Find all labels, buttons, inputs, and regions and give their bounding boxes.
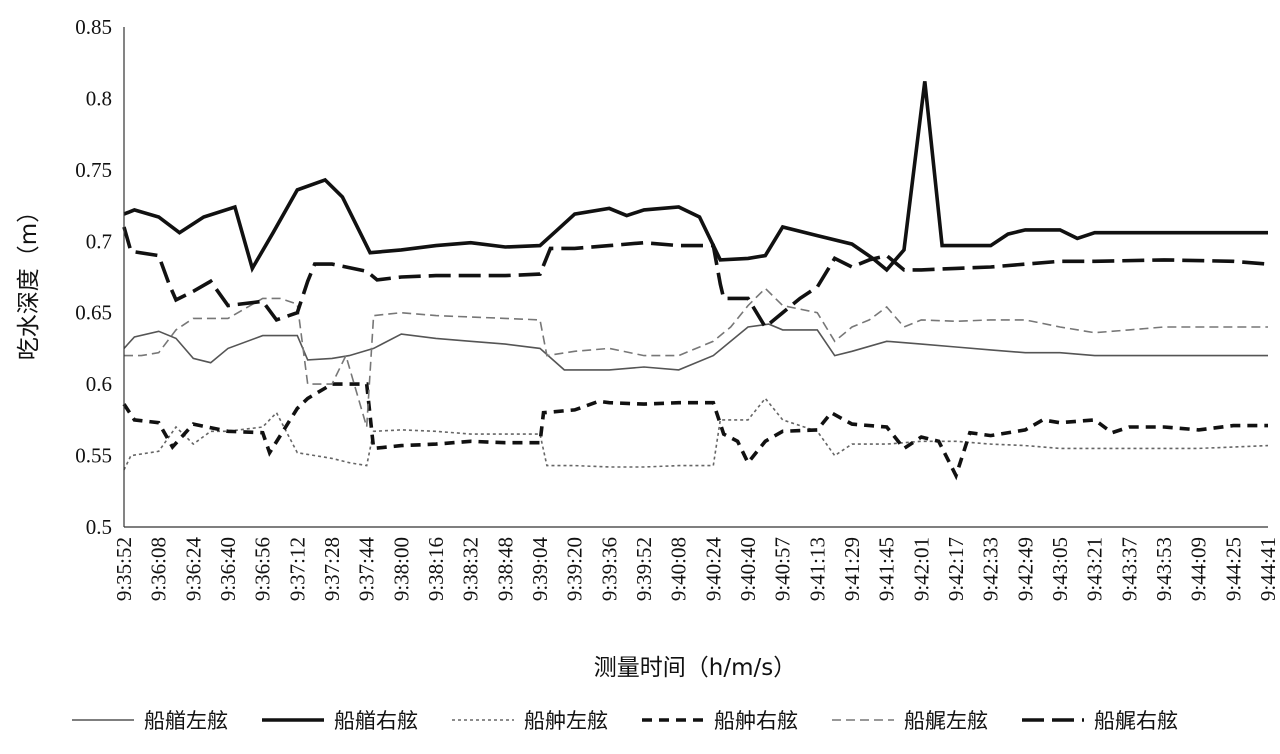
y-tick-label: 0.6 — [86, 372, 112, 396]
legend-label: 船艏右舷 — [334, 709, 418, 733]
series-line-4 — [122, 382, 1268, 481]
x-tick-label: 9:43:05 — [1048, 537, 1072, 601]
legend-label: 船艉左舷 — [904, 709, 988, 733]
x-tick-label: 9:38:16 — [424, 537, 448, 601]
series-line-6 — [122, 226, 1269, 330]
y-tick-label: 0.85 — [75, 15, 112, 39]
x-tick-label: 9:40:57 — [771, 537, 795, 601]
axis-layer — [123, 27, 1268, 528]
y-tick-label: 0.65 — [75, 301, 112, 325]
x-tick-label: 9:38:48 — [493, 537, 517, 601]
x-tick-label: 9:39:36 — [597, 537, 621, 601]
x-tick-label: 9:42:01 — [909, 537, 933, 601]
x-tick-label: 9:40:24 — [701, 537, 725, 602]
x-tick-label: 9:37:12 — [285, 537, 309, 601]
x-tick-labels: 9:35:52 9:36:08 9:36:24 9:36:40 9:36:56 9:37:… — [112, 537, 1280, 602]
legend-label: 船艏左舷 — [144, 709, 228, 733]
x-tick-label: 9:36:40 — [216, 537, 240, 601]
x-tick-label: 9:43:37 — [1117, 537, 1141, 601]
x-tick-label: 9:41:45 — [875, 537, 899, 601]
x-tick-label: 9:36:56 — [251, 537, 275, 601]
x-tick-label: 9:37:28 — [320, 537, 344, 601]
x-tick-label: 9:39:04 — [528, 537, 552, 602]
x-tick-label: 9:36:08 — [147, 537, 171, 601]
x-tick-label: 9:40:08 — [667, 537, 691, 601]
series-line-2 — [123, 81, 1268, 273]
x-tick-label: 9:42:17 — [944, 537, 968, 601]
legend-item: 船艉左舷 — [832, 709, 988, 733]
legend-item: 船艏右舷 — [262, 709, 418, 733]
x-tick-label: 9:37:44 — [355, 537, 379, 602]
series-layer — [122, 81, 1269, 481]
x-tick-label: 9:41:29 — [840, 537, 864, 601]
y-tick-labels: 0.85 0.8 0.75 0.7 0.65 0.6 0.55 0.5 — [75, 15, 112, 539]
legend-label: 船舯右舷 — [714, 709, 798, 733]
x-tick-label: 9:41:13 — [805, 537, 829, 601]
legend-item: 船艉右舷 — [1022, 709, 1178, 733]
x-tick-label: 9:38:00 — [389, 537, 413, 601]
series-line-3 — [123, 397, 1269, 471]
x-tick-label: 9:38:32 — [459, 537, 483, 601]
x-tick-label: 9:44:09 — [1187, 537, 1211, 601]
series-line-5 — [124, 287, 1268, 428]
x-tick-label: 9:42:49 — [1013, 537, 1037, 601]
y-tick-label: 0.7 — [86, 229, 112, 253]
y-tick-label: 0.8 — [86, 86, 112, 110]
y-tick-label: 0.5 — [86, 515, 112, 539]
x-tick-label: 9:43:53 — [1152, 537, 1176, 601]
series-line-1 — [123, 323, 1268, 371]
x-axis-title: 测量时间（h/m/s） — [594, 655, 796, 681]
legend: 船艏左舷 船艏右舷 船舯左舷 船舯右舷 船艉左舷 船艉右舷 — [72, 709, 1178, 733]
legend-item: 船舯右舷 — [642, 709, 798, 733]
legend-item: 船舯左舷 — [452, 709, 608, 733]
y-tick-label: 0.55 — [75, 444, 112, 468]
y-axis-title: 吃水深度（m） — [16, 200, 42, 360]
legend-item: 船艏左舷 — [72, 709, 228, 733]
legend-label: 船艉右舷 — [1094, 709, 1178, 733]
y-tick-label: 0.75 — [75, 158, 112, 182]
x-tick-label: 9:40:40 — [736, 537, 760, 601]
x-tick-label: 9:36:24 — [181, 537, 205, 602]
x-tick-label: 9:44:41 — [1256, 537, 1280, 601]
legend-label: 船舯左舷 — [524, 709, 608, 733]
x-tick-label: 9:42:33 — [979, 537, 1003, 601]
x-tick-label: 9:43:21 — [1083, 537, 1107, 601]
x-tick-label: 9:39:20 — [563, 537, 587, 601]
x-tick-label: 9:44:25 — [1221, 537, 1245, 601]
x-tick-label: 9:39:52 — [632, 537, 656, 601]
x-tick-label: 9:35:52 — [112, 537, 136, 601]
